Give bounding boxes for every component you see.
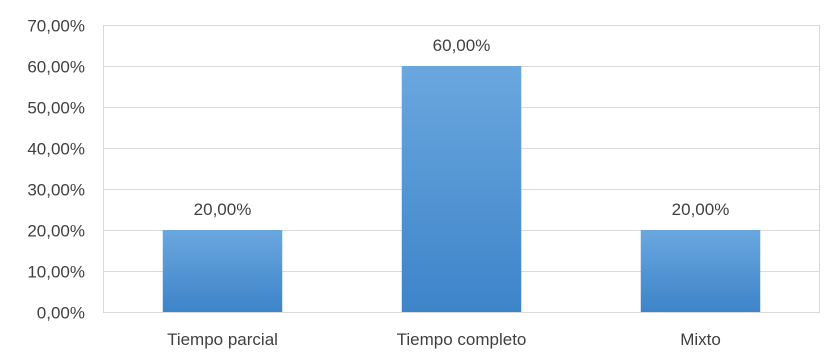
y-tick-label: 70,00% [27,17,85,36]
data-label: 20,00% [194,200,252,219]
x-category-label: Tiempo parcial [167,330,278,349]
x-category-label: Tiempo completo [397,330,527,349]
y-tick-label: 20,00% [27,222,85,241]
y-tick-label: 0,00% [37,304,85,323]
data-label: 60,00% [433,36,491,55]
bar [162,230,283,312]
bar [640,230,761,312]
y-tick-label: 50,00% [27,99,85,118]
data-labels: 20,00% 60,00% 20,00% [194,36,730,219]
y-tick-label: 10,00% [27,263,85,282]
bar [401,66,522,312]
x-axis-category-labels: Tiempo parcial Tiempo completo Mixto [167,330,721,349]
y-tick-label: 30,00% [27,181,85,200]
data-label: 20,00% [672,200,730,219]
y-axis-tick-labels: 0,00% 10,00% 20,00% 30,00% 40,00% 50,00% 60,00… [27,17,85,323]
y-tick-label: 40,00% [27,140,85,159]
y-tick-label: 60,00% [27,58,85,77]
bars [162,66,761,312]
x-category-label: Mixto [680,330,721,349]
